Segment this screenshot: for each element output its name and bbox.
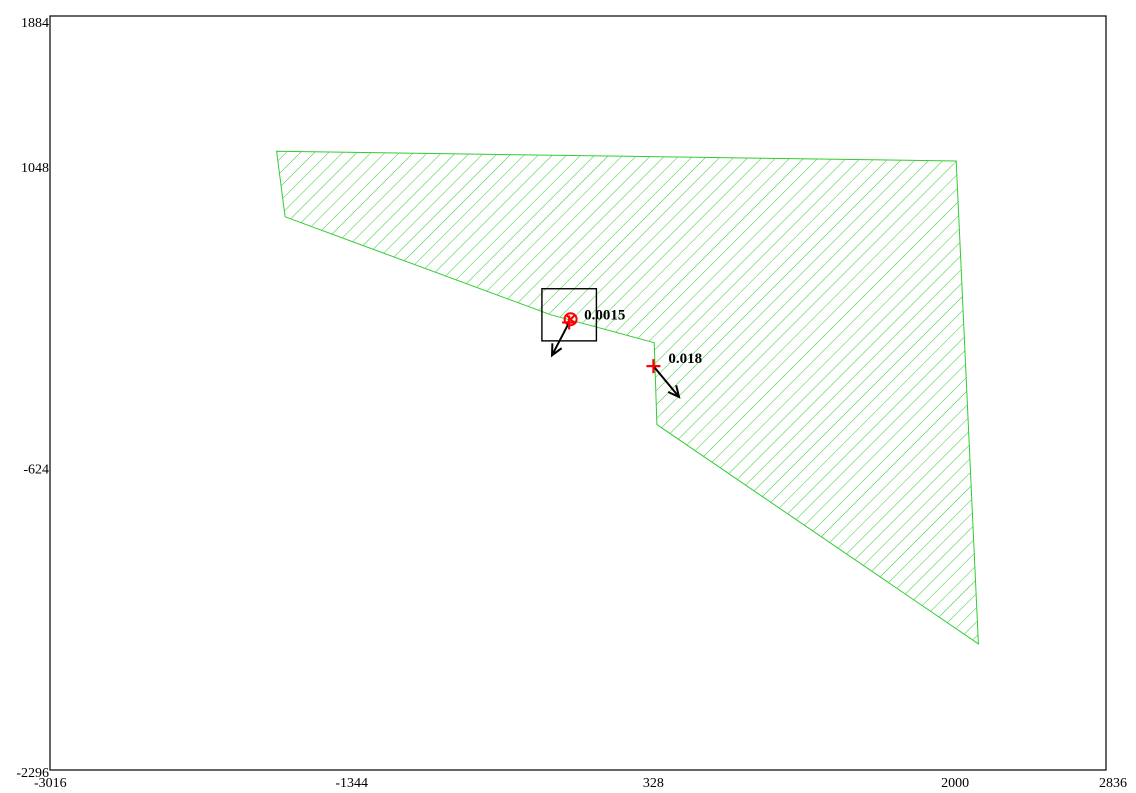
marker-layer: 0.0015 0.018: [550, 307, 702, 399]
x-tick-label: 2836: [1099, 776, 1127, 791]
arrow-head: [550, 343, 563, 358]
y-tick-label: -2296: [16, 766, 49, 781]
y-tick-label: 1048: [21, 161, 49, 176]
inset-box: [541, 288, 598, 342]
y-tick-label: 1884: [21, 16, 49, 31]
arrow-shaft: [551, 322, 571, 356]
x-tick-label: -3016: [34, 776, 67, 791]
region-layer: [276, 150, 979, 645]
marker-value-label: 0.0015: [584, 307, 625, 323]
arrow-shaft: [652, 365, 680, 398]
tick-layer: -3016 -1344 328 2000 2836 -2296 -624 1048 1884: [16, 16, 1127, 791]
marker-value-label: 0.018: [668, 351, 702, 367]
x-tick-label: -1344: [335, 776, 368, 791]
circle-cross-marker: [563, 312, 578, 327]
arrow-head: [667, 385, 681, 399]
x-tick-label: 328: [643, 776, 664, 791]
hatched-region: [276, 150, 979, 645]
x-tick-label: 2000: [941, 776, 969, 791]
y-tick-label: -624: [23, 462, 49, 477]
box-layer: [541, 288, 598, 342]
